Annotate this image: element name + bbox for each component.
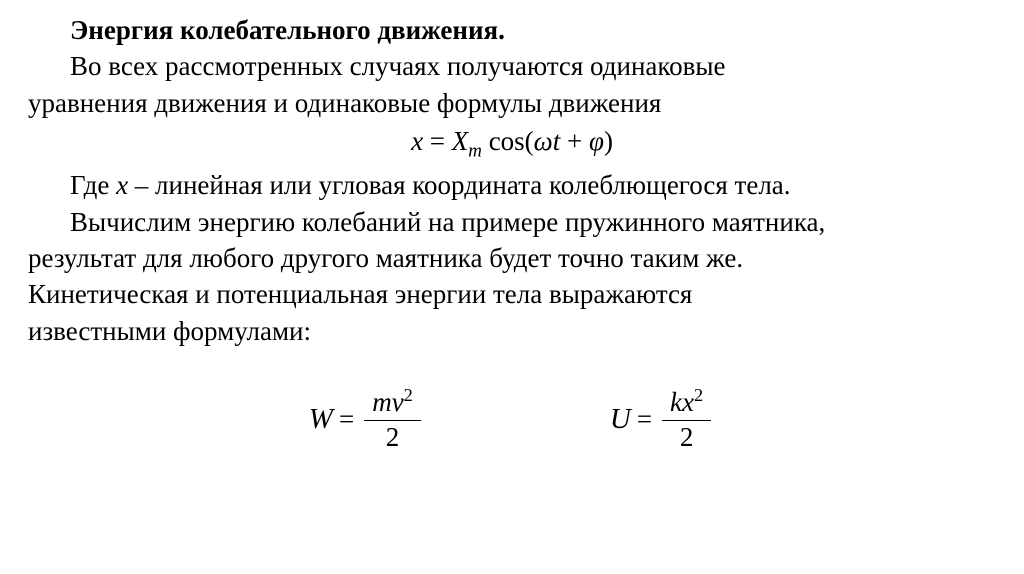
- paragraph-1-line1: Во всех рассмотренных случаях получаются…: [28, 48, 996, 84]
- eq1-Xm-sub: m: [468, 141, 482, 162]
- eq1-phi: φ: [589, 126, 604, 156]
- p3-text3: Кинетическая и потенциальная энергии тел…: [28, 279, 692, 309]
- paragraph-1-line2: уравнения движения и одинаковые формулы …: [28, 85, 996, 121]
- eq1-cos: cos(: [482, 126, 534, 156]
- p2-var-x: x: [116, 170, 128, 200]
- eqW-denominator: 2: [364, 421, 421, 453]
- p3-text1: Вычислим энергию колебаний на примере пр…: [70, 207, 825, 237]
- eqW-m: m: [372, 387, 392, 417]
- eqW-v: v: [392, 387, 404, 417]
- equation-motion: x = Xm cos(ωt + φ): [28, 123, 996, 165]
- eqW-exp: 2: [404, 385, 413, 405]
- eq1-equals: =: [423, 126, 452, 156]
- eqU-fraction: kx2 2: [662, 385, 711, 452]
- equation-energy-row: W = mv2 2 U = kx2 2: [28, 385, 996, 452]
- eq1-close: ): [604, 126, 613, 156]
- equation-potential: U = kx2 2: [610, 385, 715, 452]
- eqW-numerator: mv2: [364, 385, 421, 421]
- eqU-k: k: [670, 387, 682, 417]
- p1-text2: уравнения движения и одинаковые формулы …: [28, 88, 661, 118]
- paragraph-3-line4: известными формулами:: [28, 313, 996, 349]
- eqU-exp: 2: [694, 385, 703, 405]
- eqU-x: x: [682, 387, 694, 417]
- eqW-fraction: mv2 2: [364, 385, 421, 452]
- paragraph-2: Где x – линейная или угловая координата …: [28, 167, 996, 203]
- document-page: Энергия колебательного движения. Во всех…: [0, 0, 1024, 465]
- eqW-equals: =: [339, 404, 354, 435]
- p3-text2: результат для любого другого маятника бу…: [28, 243, 743, 273]
- eqU-lhs: U: [610, 403, 631, 436]
- paragraph-3-line1: Вычислим энергию колебаний на примере пр…: [28, 204, 996, 240]
- section-heading: Энергия колебательного движения.: [28, 12, 996, 48]
- eq1-x: x: [411, 126, 423, 156]
- p2-pre: Где: [70, 170, 116, 200]
- heading-text: Энергия колебательного движения.: [70, 15, 505, 45]
- eq1-Xm: X: [452, 126, 469, 156]
- paragraph-3-line3: Кинетическая и потенциальная энергии тел…: [28, 276, 996, 312]
- eqU-equals: =: [637, 404, 652, 435]
- paragraph-3-line2: результат для любого другого маятника бу…: [28, 240, 996, 276]
- p2-post: – линейная или угловая координата колебл…: [128, 170, 790, 200]
- eqW-lhs: W: [309, 403, 333, 436]
- p3-text4: известными формулами:: [28, 316, 311, 346]
- eq1-omega: ω: [534, 126, 553, 156]
- eqU-denominator: 2: [662, 421, 711, 453]
- p1-text1: Во всех рассмотренных случаях получаются…: [70, 51, 726, 81]
- equation-kinetic: W = mv2 2: [309, 385, 425, 452]
- eq1-plus: +: [560, 126, 589, 156]
- eqU-numerator: kx2: [662, 385, 711, 421]
